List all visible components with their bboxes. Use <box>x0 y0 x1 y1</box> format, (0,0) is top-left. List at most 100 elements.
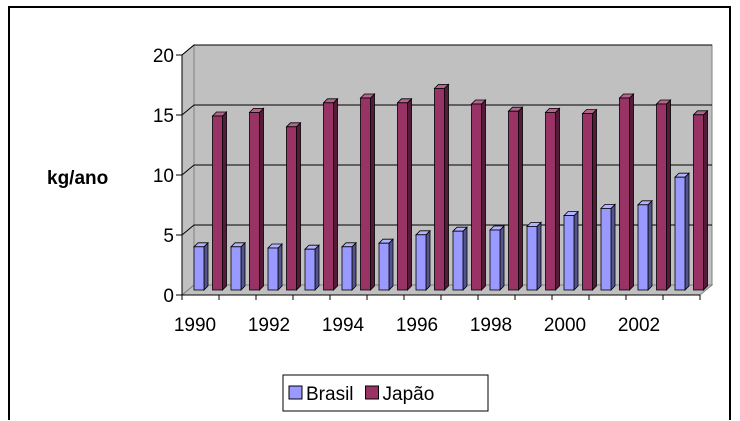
bar-side <box>518 106 523 291</box>
bar-japão-1992 <box>285 121 302 291</box>
bar-front <box>600 207 612 291</box>
bar-front <box>637 204 649 291</box>
bar-side <box>222 111 227 291</box>
bar-side <box>536 221 542 291</box>
bar-side <box>333 97 338 291</box>
bar-brasil-2000 <box>563 210 579 291</box>
bar-side <box>629 93 634 291</box>
legend-label-japão: Japão <box>383 384 435 405</box>
bar-side <box>499 225 505 291</box>
x-tick-label: 2000 <box>544 315 586 336</box>
bar-japão-1995 <box>396 97 413 291</box>
bar-side <box>388 238 394 291</box>
bar-front <box>378 242 390 291</box>
bar-front <box>286 126 297 291</box>
bar-front <box>693 114 704 291</box>
bar-front <box>249 112 260 291</box>
bar-side <box>666 99 671 291</box>
bar-front <box>619 97 630 291</box>
bar-brasil-1991 <box>230 241 246 291</box>
bar-side <box>573 210 579 291</box>
bar-brasil-1997 <box>452 226 468 291</box>
bar-brasil-1998 <box>489 225 505 291</box>
bar-front <box>415 234 427 291</box>
bar-brasil-1990 <box>193 241 209 291</box>
bar-front <box>526 225 538 291</box>
bar-front <box>656 103 667 291</box>
legend-swatch-brasil <box>288 385 303 400</box>
bar-front <box>230 246 242 291</box>
legend: Brasil Japão <box>282 374 489 412</box>
bar-front <box>360 97 371 291</box>
bar-japão-1994 <box>359 93 376 291</box>
chart-frame <box>8 6 731 420</box>
gridline <box>181 44 712 56</box>
bar-brasil-1995 <box>378 238 394 291</box>
y-axis-title: kg/ano <box>47 168 108 189</box>
bar-japão-1999 <box>544 107 561 291</box>
bar-front <box>545 112 556 291</box>
y-tick-label: 15 <box>153 106 174 127</box>
bar-side <box>610 203 616 291</box>
bar-side <box>259 107 264 291</box>
bar-side <box>277 243 283 291</box>
bar-front <box>193 246 205 291</box>
bar-brasil-2002 <box>637 199 653 291</box>
bar-side <box>314 244 320 291</box>
bar-japão-2002 <box>655 99 672 291</box>
bar-front <box>267 247 279 291</box>
bar-front <box>323 102 334 291</box>
x-tick-label: 1990 <box>174 315 216 336</box>
bar-side <box>425 229 431 291</box>
x-tick-label: 1994 <box>322 315 365 336</box>
bar-front <box>508 110 519 291</box>
bar-front <box>341 246 353 291</box>
bar-front <box>212 115 223 291</box>
legend-box <box>282 374 489 412</box>
bar-side <box>647 199 653 291</box>
bar-front <box>304 248 316 291</box>
gridline <box>181 164 712 176</box>
bar-side <box>555 107 560 291</box>
bar-brasil-1994 <box>341 241 357 291</box>
bar-side <box>481 99 486 291</box>
x-tick-label: 1996 <box>396 315 438 336</box>
gridline <box>181 104 712 116</box>
bar-brasil-2001 <box>600 203 616 291</box>
y-tick-label: 20 <box>153 46 174 67</box>
bar-side <box>444 83 449 291</box>
bar-brasil-1996 <box>415 229 431 291</box>
y-tick-label: 5 <box>163 226 174 247</box>
bar-side <box>203 241 209 291</box>
bar-side <box>592 108 597 291</box>
bar-japão-1996 <box>433 83 450 291</box>
bar-front <box>471 103 482 291</box>
bars <box>193 83 709 291</box>
bar-front <box>489 229 501 291</box>
bar-brasil-1992 <box>267 243 283 291</box>
bar-japão-1998 <box>507 106 524 291</box>
x-tick-label: 2002 <box>618 315 660 336</box>
axes: 0 5 10 15 20 1990 1992 1994 1996 1998 2000 2002 <box>153 46 701 336</box>
y-tick-label: 10 <box>153 166 174 187</box>
bar-japão-1990 <box>211 111 228 291</box>
bar-japão-1993 <box>322 97 339 291</box>
bar-brasil-2003 <box>674 172 690 291</box>
bar-front <box>563 215 575 291</box>
bar-japão-2000 <box>581 108 598 291</box>
bar-front <box>397 102 408 291</box>
y-tick-label: 0 <box>163 286 174 307</box>
bar-japão-1991 <box>248 107 265 291</box>
bar-front <box>582 113 593 291</box>
bar-side <box>296 121 301 291</box>
bar-japão-2003 <box>692 109 709 291</box>
bar-japão-1997 <box>470 99 487 291</box>
x-tick-label: 1998 <box>470 315 512 336</box>
bar-side <box>703 109 708 291</box>
bar-side <box>684 172 690 291</box>
bar-side <box>351 241 357 291</box>
bar-brasil-1993 <box>304 244 320 291</box>
legend-label-brasil: Brasil <box>306 384 354 405</box>
bar-side <box>370 93 375 291</box>
